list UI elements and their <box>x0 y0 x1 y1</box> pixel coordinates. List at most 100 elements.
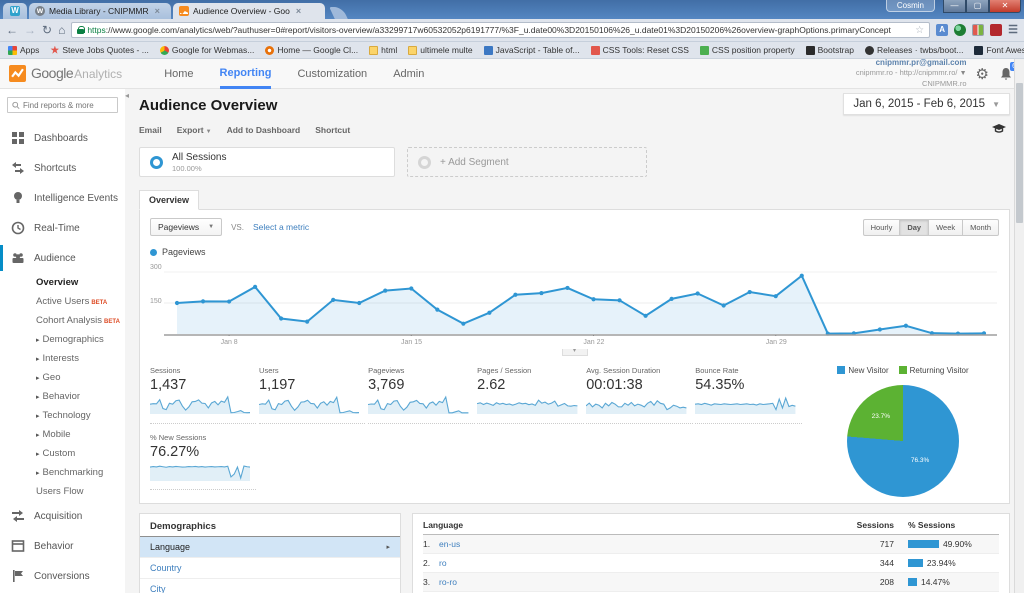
report-search[interactable] <box>7 97 118 113</box>
shortcut-button[interactable]: Shortcut <box>315 125 351 135</box>
scrollbar-thumb[interactable] <box>1016 83 1023 223</box>
sidebar-item-real-time[interactable]: Real-Time <box>0 213 125 243</box>
granularity-week-button[interactable]: Week <box>929 218 964 236</box>
sidebar-subitem-geo[interactable]: ▸ Geo <box>0 368 125 387</box>
reload-button[interactable]: ↻ <box>42 23 53 37</box>
tab-close-icon[interactable]: × <box>154 6 160 16</box>
home-button[interactable]: ⌂ <box>58 23 66 37</box>
browser-tab-audience-overview[interactable]: Audience Overview - Goo × <box>173 3 325 19</box>
email-button[interactable]: Email <box>139 125 162 135</box>
profile-button[interactable]: Cosmin <box>885 0 935 12</box>
ga-nav-reporting[interactable]: Reporting <box>219 59 272 89</box>
settings-gear-icon[interactable]: ⚙ <box>975 65 989 83</box>
metric-card-avg-session-duration[interactable]: Avg. Session Duration 00:01:38 <box>586 364 693 424</box>
metric-card-pageviews[interactable]: Pageviews 3,769 <box>368 364 475 424</box>
menu-item-country[interactable]: Country <box>140 558 400 579</box>
bookmark-item[interactable]: Releases · twbs/boot... <box>864 45 963 55</box>
sidebar-subitem-overview[interactable]: Overview <box>0 273 125 292</box>
search-input[interactable] <box>23 100 113 110</box>
bookmark-item[interactable]: html <box>369 45 397 55</box>
address-bar[interactable]: https://www.google.com/analytics/web/?au… <box>71 22 931 38</box>
translate-extension-icon[interactable]: A <box>936 24 949 36</box>
ga-nav-admin[interactable]: Admin <box>393 67 425 80</box>
add-segment-button[interactable]: + Add Segment <box>407 147 647 177</box>
account-info[interactable]: cnipmmr.pr@gmail.com cnipmmr.ro - http:/… <box>856 58 967 88</box>
sidebar-subitem-cohort-analysis[interactable]: Cohort Analysis BETA <box>0 311 125 330</box>
sidebar-subitem-users-flow[interactable]: Users Flow <box>0 482 125 501</box>
sidebar-item-audience[interactable]: Audience <box>0 243 125 273</box>
sidebar-subitem-benchmarking[interactable]: ▸ Benchmarking <box>0 463 125 482</box>
metric-card-bounce-rate[interactable]: Bounce Rate 54.35% <box>695 364 802 424</box>
bookmark-item[interactable]: CSS position property <box>699 45 795 55</box>
ga-nav-home[interactable]: Home <box>164 67 194 80</box>
stats-extension-icon[interactable] <box>972 24 985 36</box>
col-header-sessions[interactable]: Sessions <box>856 520 894 530</box>
tab-overview[interactable]: Overview <box>139 190 200 210</box>
granularity-month-button[interactable]: Month <box>963 218 999 236</box>
maximize-button[interactable]: ▢ <box>966 0 989 13</box>
granularity-hourly-button[interactable]: Hourly <box>862 218 901 236</box>
bookmark-item[interactable]: Google for Webmas... <box>159 45 254 55</box>
bookmark-item[interactable]: ultimele multe <box>408 45 473 55</box>
google-analytics-logo[interactable]: GoogleAnalytics <box>9 59 122 88</box>
metric-card-sessions[interactable]: Sessions 1,437 <box>150 364 257 424</box>
pageviews-line-chart[interactable]: 300 150 Jan 8 Jan 15 Jan 22 Jan 29 <box>150 260 999 348</box>
bookmark-item[interactable]: JavaScript - Table of... <box>483 45 580 55</box>
language-link[interactable]: en-us <box>439 539 461 549</box>
sidebar-subitem-custom[interactable]: ▸ Custom <box>0 444 125 463</box>
minimize-button[interactable]: — <box>943 0 966 13</box>
notifications-bell[interactable]: 6 <box>998 61 1018 82</box>
chrome-menu-icon[interactable]: ☰ <box>1008 23 1018 36</box>
metric-card--new-sessions[interactable]: % New Sessions 76.27% <box>150 431 257 490</box>
forward-button[interactable]: → <box>24 23 36 37</box>
col-header-pct-sessions[interactable]: % Sessions <box>908 520 956 530</box>
metric-dropdown[interactable]: Pageviews ▼ <box>150 218 223 236</box>
language-link[interactable]: ro-ro <box>439 577 457 587</box>
back-button[interactable]: ← <box>6 23 18 37</box>
close-button[interactable]: ✕ <box>989 0 1021 13</box>
new-tab-button[interactable] <box>329 7 348 19</box>
extension-icon[interactable] <box>954 24 967 36</box>
bookmark-item[interactable]: Home — Google Cl... <box>265 45 358 55</box>
sidebar-subitem-mobile[interactable]: ▸ Mobile <box>0 425 125 444</box>
date-range-picker[interactable]: Jan 6, 2015 - Feb 6, 2015 ▼ <box>843 93 1010 115</box>
granularity-day-button[interactable]: Day <box>900 218 930 236</box>
bookmark-item[interactable]: Apps <box>8 45 39 55</box>
col-header-language[interactable]: Language <box>423 520 464 530</box>
sidebar-item-dashboards[interactable]: Dashboards <box>0 123 125 153</box>
ga-nav-customization[interactable]: Customization <box>297 67 368 80</box>
select-metric-link[interactable]: Select a metric <box>252 222 310 232</box>
sidebar-item-intelligence-events[interactable]: Intelligence Events <box>0 183 125 213</box>
sidebar-collapse-icon[interactable]: ◂ <box>125 91 130 100</box>
chart-collapse-handle[interactable]: ▾ <box>561 348 588 356</box>
language-link[interactable]: ro <box>439 558 447 568</box>
pinned-tab[interactable]: W <box>3 3 27 19</box>
sidebar-subitem-active-users[interactable]: Active Users BETA <box>0 292 125 311</box>
education-cap-icon[interactable] <box>992 124 1006 136</box>
bookmark-item[interactable]: Bootstrap <box>805 45 854 55</box>
sidebar-item-conversions[interactable]: Conversions <box>0 561 125 591</box>
sidebar-subitem-behavior[interactable]: ▸ Behavior <box>0 387 125 406</box>
metric-card-users[interactable]: Users 1,197 <box>259 364 366 424</box>
bookmark-star-icon[interactable]: ☆ <box>915 24 925 36</box>
tab-close-icon[interactable]: × <box>295 6 302 16</box>
sidebar-subitem-demographics[interactable]: ▸ Demographics <box>0 330 125 349</box>
sidebar-subitem-interests[interactable]: ▸ Interests <box>0 349 125 368</box>
vertical-scrollbar[interactable] <box>1014 59 1024 593</box>
bookmark-item[interactable]: Steve Jobs Quotes - ... <box>50 45 149 55</box>
visitor-type-pie-chart[interactable]: 76.3% 23.7% <box>847 385 959 497</box>
reader-extension-icon[interactable] <box>990 24 1003 36</box>
export-button[interactable]: Export ▼ <box>176 125 212 135</box>
bookmark-item[interactable]: CSS Tools: Reset CSS <box>590 45 689 55</box>
metric-card-pages-session[interactable]: Pages / Session 2.62 <box>477 364 584 424</box>
sidebar-item-acquisition[interactable]: Acquisition <box>0 501 125 531</box>
segment-all-sessions[interactable]: All Sessions 100.00% <box>139 147 395 177</box>
bookmark-item[interactable]: Font Awesome, the i... <box>974 45 1024 55</box>
menu-item-city[interactable]: City <box>140 579 400 593</box>
sidebar-subitem-technology[interactable]: ▸ Technology <box>0 406 125 425</box>
menu-item-language[interactable]: Language ▸ <box>140 537 400 558</box>
add-to-dashboard-button[interactable]: Add to Dashboard <box>226 125 301 135</box>
sidebar-item-shortcuts[interactable]: Shortcuts <box>0 153 125 183</box>
browser-tab-media-library[interactable]: w Media Library - CNIPMMR × <box>29 3 171 19</box>
sidebar-item-behavior[interactable]: Behavior <box>0 531 125 561</box>
